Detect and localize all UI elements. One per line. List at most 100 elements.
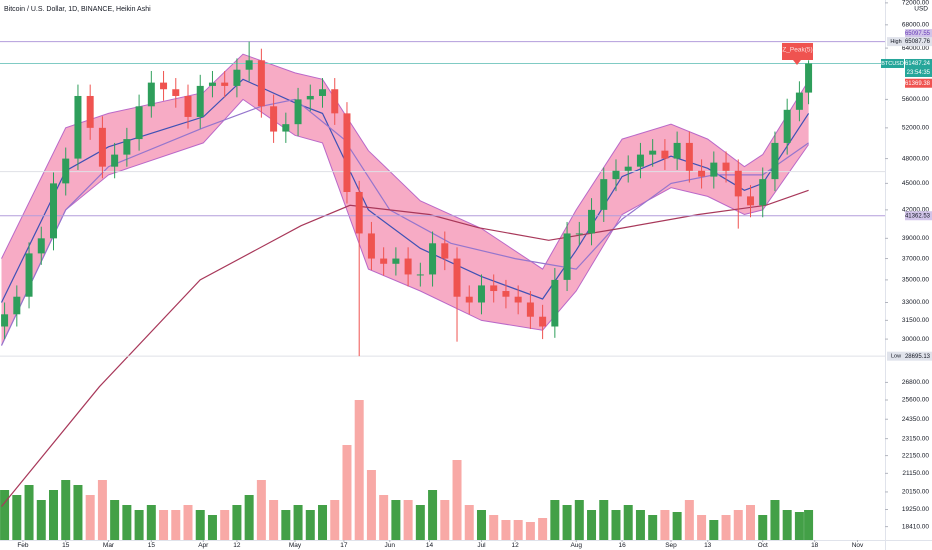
volume-bar — [489, 515, 499, 540]
volume-bar — [660, 510, 670, 540]
volume-bar — [305, 510, 315, 540]
tag-sub-box — [905, 67, 932, 77]
volume-bar — [391, 500, 401, 540]
tag-label: High — [890, 39, 901, 45]
x-tick-label: 15 — [62, 542, 70, 549]
volume-bar — [73, 485, 83, 540]
tag-value: 61487.24 — [905, 61, 931, 67]
price-tag: 65097.55 — [905, 29, 932, 39]
candle-body — [795, 92, 803, 110]
y-tick-label: 24350.00 — [902, 416, 929, 423]
candle-body — [86, 95, 94, 128]
y-tick-label: 56000.00 — [902, 96, 929, 103]
tag-countdown: 23:54:35 — [907, 70, 931, 76]
candle-body — [698, 170, 706, 177]
candle-body — [172, 89, 180, 96]
volume-bar — [758, 515, 768, 540]
candle-body — [147, 82, 155, 107]
volume-bar — [281, 510, 291, 540]
candle-body — [49, 183, 57, 239]
price-tag: BTCUSD 61487.24 23:54:35 — [881, 58, 932, 77]
callout-box — [782, 43, 813, 60]
volume-bar — [110, 500, 120, 540]
x-tick-label: Mar — [103, 542, 115, 549]
candle-body — [710, 162, 718, 177]
volume-bar — [159, 510, 169, 540]
volume-bar — [269, 500, 279, 540]
moving-average — [1, 189, 809, 507]
candle-body — [551, 279, 559, 327]
volume-bar — [403, 500, 413, 540]
volume-bar — [672, 512, 682, 540]
volume-bar — [452, 460, 462, 540]
volume-bar — [354, 400, 364, 540]
y-tick-label: 31500.00 — [902, 317, 929, 324]
candle-body — [257, 60, 265, 107]
candle-body — [294, 99, 302, 125]
x-tick-label: 17 — [340, 542, 348, 549]
volume-bar — [36, 500, 46, 540]
candle-body — [526, 302, 534, 317]
moving-average — [0, 98, 809, 346]
band-lower — [1, 98, 810, 346]
y-tick-label: 35000.00 — [902, 277, 929, 284]
volume-bar — [611, 510, 621, 540]
volume-bar — [318, 505, 328, 540]
volume-bar — [476, 510, 486, 540]
volume-bar — [464, 505, 474, 540]
x-tick-label: May — [289, 542, 302, 549]
tag-label-box — [887, 351, 905, 361]
candle-body — [771, 142, 779, 180]
candle-body — [759, 179, 767, 206]
candle-body — [62, 158, 70, 184]
candle-body — [453, 258, 461, 297]
candle-body — [270, 106, 278, 132]
volume-bar — [525, 522, 535, 540]
price-tag: 41362.53 — [905, 211, 932, 221]
candle-body — [1, 314, 9, 327]
y-tick-label: 37000.00 — [902, 255, 929, 262]
x-tick-label: Feb — [17, 542, 29, 549]
candle-body — [37, 238, 45, 254]
candle-body — [600, 179, 608, 210]
x-tick-label: Jul — [477, 542, 486, 549]
candle-body — [441, 243, 449, 259]
candle-body — [380, 258, 388, 264]
y-tick-label: 22150.00 — [902, 452, 929, 459]
volume-bar — [195, 510, 205, 540]
volume-bar — [97, 480, 107, 540]
tag-value-box — [905, 211, 932, 221]
y-tick-label: 26800.00 — [902, 379, 929, 386]
tag-value: 65097.55 — [905, 31, 931, 37]
y-tick-label: 18410.00 — [902, 523, 929, 530]
volume-bar — [330, 500, 340, 540]
volume-bar — [709, 520, 719, 540]
y-tick-label: 39000.00 — [902, 235, 929, 242]
callout: Z_Peak(5) — [782, 43, 813, 65]
candle-body — [746, 196, 754, 206]
volume-bar — [697, 515, 707, 540]
tag-value: 61369.38 — [905, 81, 931, 87]
x-tick-label: Apr — [198, 542, 209, 549]
candle-body — [111, 154, 119, 167]
x-tick-label: 15 — [148, 542, 156, 549]
volume-bar — [85, 495, 95, 540]
volume-bar — [550, 500, 560, 540]
volume-bar — [513, 520, 523, 540]
volume-bar — [293, 505, 303, 540]
x-tick-label: Jun — [385, 542, 396, 549]
candle-body — [282, 124, 290, 132]
x-tick-label: 18 — [811, 542, 819, 549]
candle-body — [722, 162, 730, 171]
volume-bar — [146, 505, 156, 540]
volume-bar — [587, 510, 597, 540]
tag-value: 65087.76 — [905, 39, 931, 45]
volume-bar — [623, 505, 633, 540]
candle-body — [588, 209, 596, 234]
candle-body — [563, 233, 571, 280]
candle-body — [429, 243, 437, 275]
volume-bar — [0, 490, 10, 540]
candle-body — [184, 95, 192, 117]
candle-body — [673, 142, 681, 159]
candle-body — [661, 150, 669, 159]
